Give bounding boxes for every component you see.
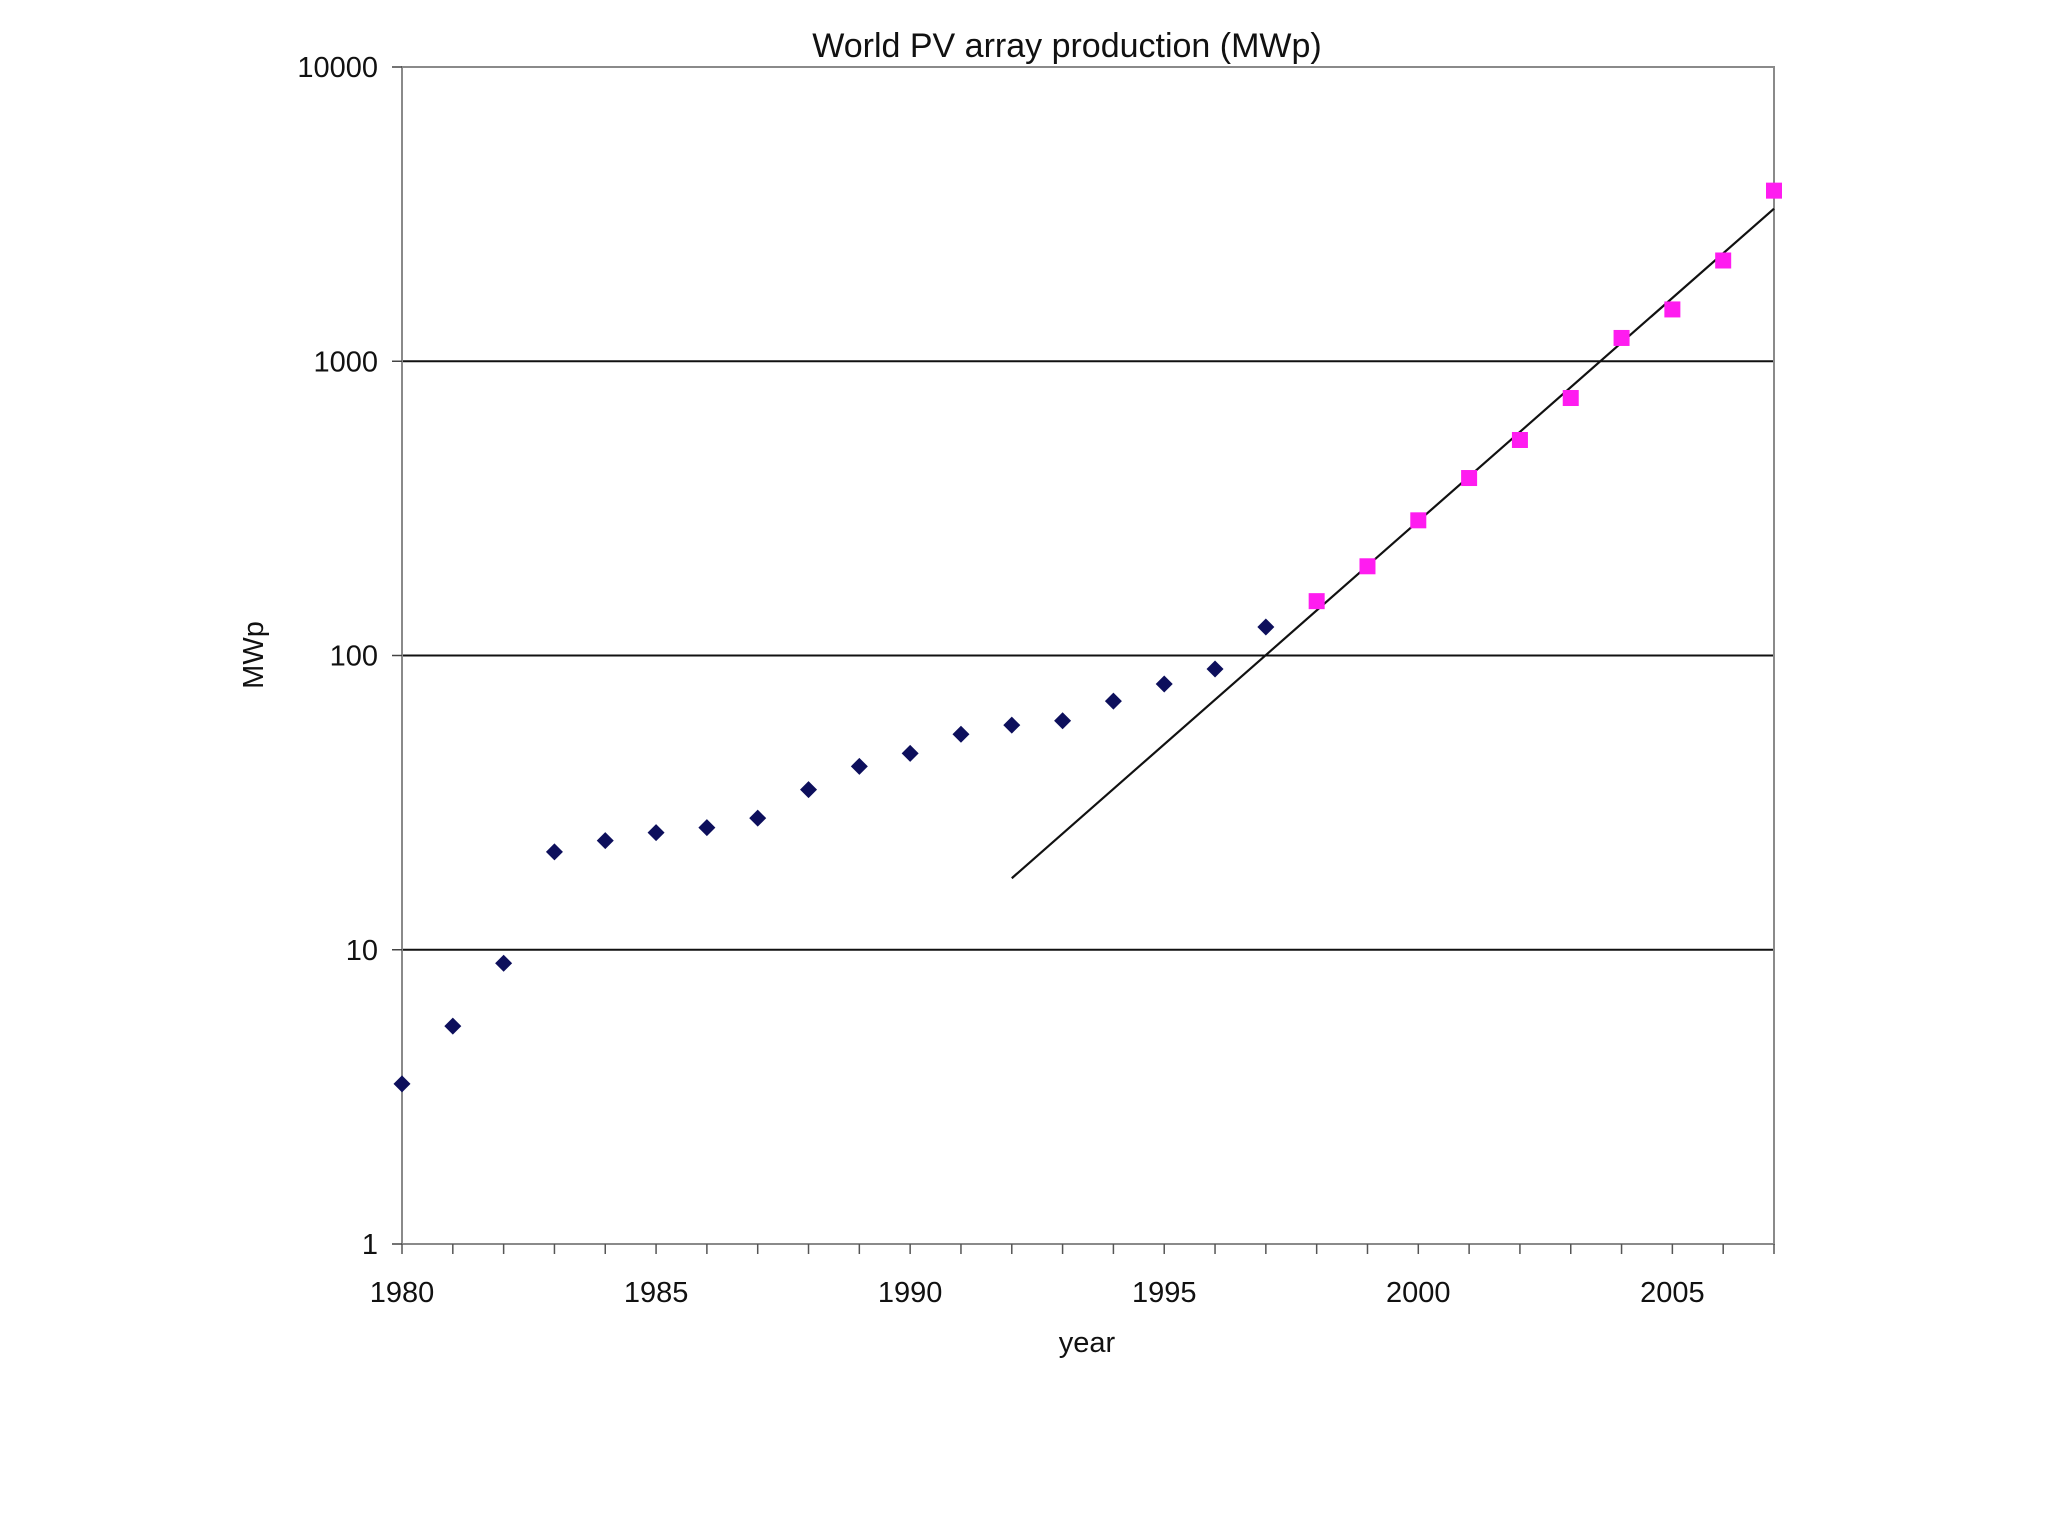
- data-point-diamond-1995: [1155, 675, 1173, 693]
- x-tick-label: 2005: [1640, 1277, 1705, 1309]
- data-point-diamond-1983: [545, 843, 563, 861]
- tick-marks: [392, 66, 1775, 1254]
- chart-title: World PV array production (MWp): [812, 27, 1322, 65]
- trendline: [1011, 207, 1775, 880]
- y-tick-label: 10: [346, 935, 378, 967]
- data-point-diamond-1982: [495, 954, 513, 972]
- x-axis-label: year: [1059, 1327, 1116, 1359]
- y-tick-label: 1000: [313, 346, 378, 378]
- gridlines: [402, 66, 1774, 951]
- x-tick-label: 1980: [370, 1277, 435, 1309]
- data-point-diamond-1981: [444, 1017, 462, 1035]
- data-point-diamond-1987: [749, 809, 767, 827]
- data-point-square-2001: [1461, 470, 1478, 487]
- data-point-square-1998: [1308, 593, 1325, 610]
- data-point-diamond-1988: [800, 781, 818, 799]
- y-tick-label: 100: [330, 641, 378, 673]
- data-point-square-2000: [1410, 512, 1427, 529]
- data-point-diamond-1984: [596, 832, 614, 850]
- x-tick-labels: 1980 1985 1990 1995 2000 2005: [370, 1277, 1705, 1309]
- x-tick-label: 1990: [878, 1277, 943, 1309]
- data-point-diamond-1989: [850, 757, 868, 775]
- data-point-diamond-1997: [1257, 618, 1275, 636]
- data-point-diamond-1991: [952, 725, 970, 743]
- data-markers: [393, 182, 1782, 1093]
- data-point-diamond-1994: [1104, 692, 1122, 710]
- data-point-square-2007: [1766, 182, 1782, 199]
- data-point-square-2006: [1715, 252, 1732, 269]
- data-point-square-2002: [1511, 431, 1528, 448]
- data-point-diamond-1992: [1003, 716, 1021, 734]
- data-point-square-2004: [1613, 329, 1630, 346]
- y-tick-label: 1: [362, 1229, 378, 1261]
- x-tick-label: 1985: [624, 1277, 689, 1309]
- x-tick-label: 2000: [1386, 1277, 1451, 1309]
- data-point-diamond-1996: [1206, 660, 1224, 678]
- data-point-diamond-1986: [698, 819, 716, 837]
- y-axis-label: MWp: [238, 621, 270, 689]
- data-point-square-2003: [1562, 390, 1579, 407]
- y-tick-label: 10000: [297, 52, 378, 84]
- data-point-diamond-1985: [647, 824, 665, 842]
- data-point-diamond-1980: [393, 1075, 411, 1093]
- data-point-square-1999: [1359, 558, 1376, 575]
- data-point-square-2005: [1664, 301, 1681, 318]
- data-point-diamond-1990: [901, 744, 919, 762]
- y-tick-labels: 10000 1000 100 10 1: [297, 52, 378, 1261]
- x-tick-label: 1995: [1132, 1277, 1197, 1309]
- data-point-diamond-1993: [1054, 712, 1072, 730]
